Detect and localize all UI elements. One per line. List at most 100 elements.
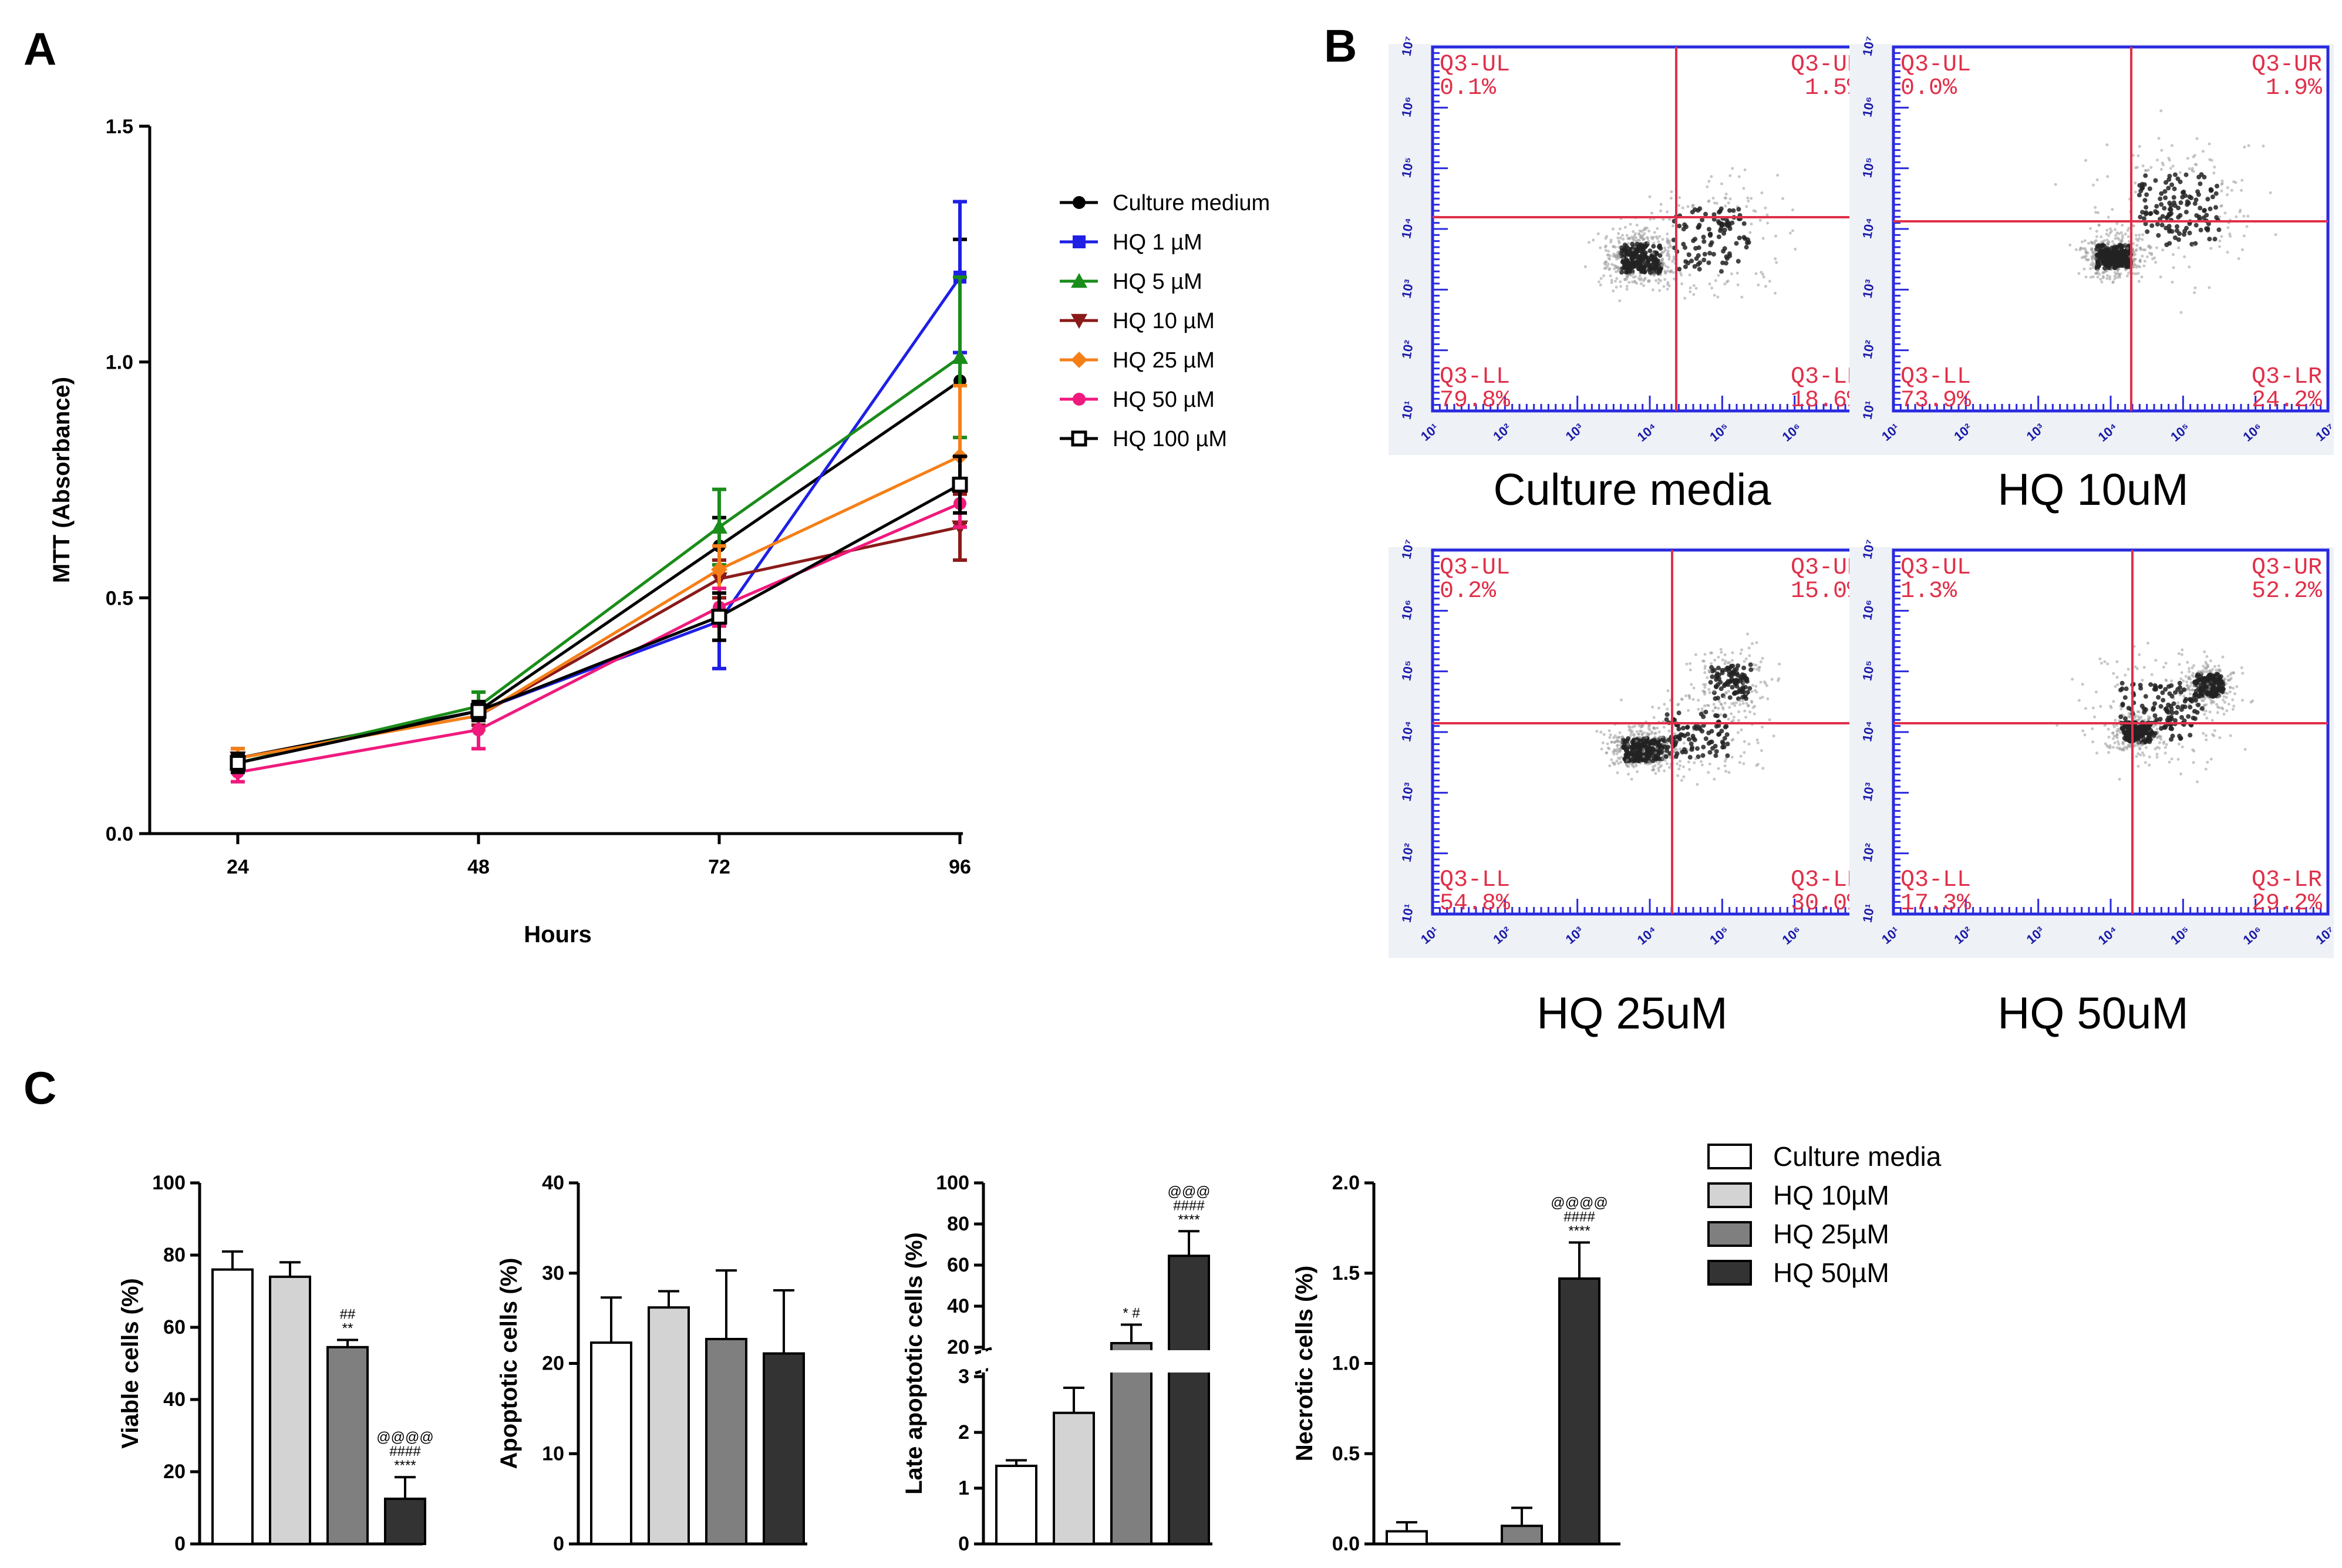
flow-event-dot: [1694, 653, 1697, 656]
flow-event-dot: [2222, 713, 2226, 716]
flow-quadrant-lr-label: Q3-LR: [1791, 867, 1861, 893]
flow-event-dot: [1612, 252, 1616, 256]
flow-event-dot: [2223, 692, 2227, 694]
flow-plot: 10¹10¹10²10²10³10³10⁴10⁴10⁵10⁵10⁶10⁶10⁷1…: [1389, 35, 1876, 515]
flow-quadrant-ll-label: Q3-LL: [1900, 867, 1971, 893]
flow-quadrant-ll-label: Q3-LL: [1440, 867, 1510, 893]
bar-y-tick-label: 30: [542, 1262, 564, 1284]
flow-event-dot: [1743, 236, 1748, 241]
flow-event-dot: [2132, 260, 2136, 263]
flow-event-dot: [1765, 213, 1769, 217]
flow-quadrant-ul-label: Q3-UL: [1900, 555, 1971, 581]
mtt-series: [230, 275, 968, 774]
flow-event-dot: [1664, 712, 1670, 717]
flow-event-dot: [1658, 289, 1662, 292]
flow-event-dot: [2188, 670, 2191, 673]
flow-event-dot: [2133, 744, 2137, 747]
flow-event-dot: [1760, 271, 1763, 274]
flow-event-dot: [2202, 699, 2205, 703]
flow-event-dot: [1646, 263, 1652, 268]
flow-event-dot: [2081, 240, 2084, 244]
flow-quadrant-ur-value: 52.2%: [2252, 578, 2323, 605]
flow-event-dot: [1637, 732, 1640, 736]
flow-event-dot: [2226, 675, 2230, 678]
flow-event-dot: [2084, 707, 2087, 710]
flow-event-dot: [1720, 260, 1726, 265]
flow-event-dot: [2240, 188, 2243, 192]
flow-event-dot: [1656, 237, 1659, 240]
flow-event-dot: [2124, 232, 2127, 236]
flow-event-dot: [1708, 680, 1713, 685]
flow-event-dot: [2144, 746, 2148, 749]
flow-event-dot: [1743, 681, 1746, 684]
flow-event-dot: [1640, 277, 1643, 281]
flow-event-dot: [1692, 737, 1697, 743]
flow-event-dot: [2083, 733, 2087, 737]
flow-event-dot: [2125, 274, 2129, 278]
flow-event-dot: [2186, 687, 2190, 691]
flow-event-dot: [1686, 737, 1691, 742]
flow-event-dot: [2160, 690, 2165, 695]
flow-event-dot: [1711, 252, 1716, 257]
flow-event-dot: [2119, 680, 2125, 686]
flow-event-dot: [1757, 669, 1761, 672]
flow-event-dot: [1613, 748, 1616, 751]
flow-event-dot: [2235, 215, 2238, 218]
flow-event-dot: [2183, 697, 2189, 702]
flow-event-dot: [2172, 235, 2178, 240]
bar-y-tick-label: 40: [542, 1172, 564, 1194]
flow-y-tick-label: 10³: [1399, 278, 1417, 299]
flow-event-dot: [2191, 666, 2194, 669]
flow-event-dot: [2091, 264, 2095, 267]
flow-event-dot: [2179, 311, 2183, 314]
flow-event-dot: [1707, 687, 1711, 691]
flow-event-dot: [1650, 211, 1653, 215]
flow-event-dot: [1689, 747, 1694, 752]
flow-event-dot: [1697, 267, 1702, 272]
flow-event-dot: [1625, 288, 1629, 291]
flow-event-dot: [2144, 211, 2149, 217]
flow-event-dot: [1727, 690, 1730, 693]
flow-event-dot: [1766, 697, 1770, 700]
flow-event-dot: [1664, 264, 1667, 268]
mtt-series-line: [237, 379, 961, 760]
flow-event-dot: [1731, 672, 1737, 677]
flow-event-dot: [2108, 227, 2112, 231]
flow-event-dot: [1690, 683, 1693, 686]
flow-event-dot: [2134, 665, 2137, 669]
flow-event-dot: [2186, 660, 2189, 664]
flow-event-dot: [1667, 253, 1670, 257]
flow-event-dot: [1656, 750, 1661, 755]
flow-scatter-cloud: [1583, 167, 1797, 302]
flow-event-dot: [2148, 682, 2154, 687]
mtt-y-tick-label: 0.5: [106, 587, 133, 609]
flow-event-dot: [1737, 710, 1741, 713]
flow-event-dot: [1635, 730, 1639, 733]
flow-event-dot: [2184, 675, 2188, 678]
flow-event-dot: [2182, 679, 2185, 683]
flow-event-dot: [2242, 214, 2246, 218]
flow-event-dot: [1717, 707, 1720, 710]
flow-event-dot: [1599, 283, 1602, 286]
bar-chart-necrotic: 0.0 0.5 1.0 1.5 2.0 @@@@####**** Necrotic cell…: [1292, 1172, 1620, 1555]
flow-event-dot: [1629, 762, 1632, 766]
flow-event-dot: [2143, 221, 2148, 227]
flow-event-dot: [1660, 263, 1664, 267]
flow-event-dot: [2180, 671, 2183, 675]
flow-event-dot: [2163, 195, 2168, 200]
flow-event-dot: [1666, 269, 1669, 273]
flow-event-dot: [2158, 196, 2163, 201]
flow-event-dot: [2077, 272, 2081, 275]
flow-event-dot: [1697, 724, 1702, 730]
flow-event-dot: [1610, 281, 1613, 284]
flow-event-dot: [1703, 659, 1706, 663]
mtt-axes: 0.0 0.5 1.0 1.5 24 48 72 96: [106, 116, 971, 878]
flow-event-dot: [1689, 286, 1692, 289]
flow-plot: 10¹10¹10²10²10³10³10⁴10⁴10⁵10⁵10⁶10⁶10⁷1…: [1849, 35, 2337, 515]
flow-event-dot: [1736, 283, 1740, 286]
flow-event-dot: [2213, 729, 2216, 732]
flow-event-dot: [1647, 230, 1650, 233]
flow-event-dot: [1599, 276, 1603, 280]
flow-event-dot: [1744, 240, 1750, 245]
flow-y-tick-label: 10⁵: [1859, 659, 1878, 682]
